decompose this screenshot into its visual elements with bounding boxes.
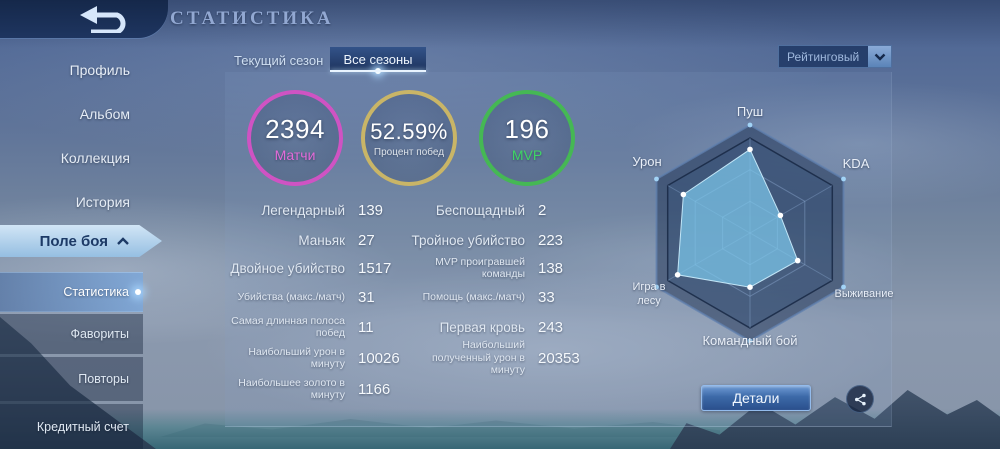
radar-axis-survival: Выживание: [834, 288, 894, 300]
tab-label: Все сезоны: [343, 52, 413, 67]
back-panel: [0, 0, 168, 38]
stat-row: Двойное убийство 1517: [225, 252, 535, 284]
matches-circle: 2394 Матчи: [247, 90, 343, 186]
radar-chart-svg: [654, 122, 846, 344]
stat-label: MVP проигравшей команды: [435, 255, 525, 280]
page-title: СТАТИСТИКА: [170, 8, 334, 29]
stat-label: Наибольший урон в минуту: [248, 345, 345, 370]
sidebar-item-label: Повторы: [78, 372, 129, 386]
stat-label: Двойное убийство: [230, 260, 345, 276]
sidebar-item-replays[interactable]: Повторы: [0, 357, 143, 401]
stat-label: Беспощадный: [435, 202, 525, 218]
stat-value: 139: [358, 201, 384, 219]
tab-label: Текущий сезон: [234, 52, 324, 68]
tab-current-season[interactable]: Текущий сезон: [234, 49, 323, 71]
stat-value: 2: [538, 201, 547, 219]
sidebar-item-label: Статистика: [63, 285, 129, 299]
chevron-down-icon: [868, 46, 891, 67]
share-button[interactable]: [846, 385, 874, 413]
stat-label: Помощь (макс./матч): [422, 290, 525, 303]
share-icon: [854, 393, 866, 405]
dropdown-value: Рейтинговый: [787, 49, 860, 64]
sidebar-item-collection[interactable]: Коллекция: [0, 144, 143, 172]
mvp-value: 196: [504, 113, 550, 144]
winrate-label: Процент побед: [373, 146, 445, 158]
stat-label: Первая кровь: [439, 319, 525, 335]
back-arrow-icon: [80, 6, 126, 35]
stat-row: Наибольший полученный урон в минуту 20353: [405, 339, 715, 377]
details-button[interactable]: Детали: [701, 385, 811, 411]
stat-label: Наибольший полученный урон в минуту: [431, 339, 525, 377]
matches-label: Матчи: [274, 146, 316, 163]
tab-all-seasons[interactable]: Все сезоны: [330, 47, 426, 74]
stat-value: 20353: [538, 349, 580, 367]
sidebar-item-album[interactable]: Альбом: [0, 100, 143, 128]
winrate-value: 52.59%: [370, 118, 448, 144]
sidebar-item-label: Поле боя: [39, 232, 108, 250]
stat-label: Маньяк: [298, 232, 345, 248]
stat-row: MVP проигравшей команды 138: [405, 252, 715, 284]
stat-row: Помощь (макс./матч) 33: [405, 281, 715, 313]
sidebar-item-favorites[interactable]: Фавориты: [0, 314, 143, 354]
sidebar-item-label: Альбом: [79, 106, 130, 122]
mode-filter-dropdown[interactable]: Рейтинговый: [778, 45, 892, 68]
stat-row: Маньяк 27: [225, 224, 535, 256]
stat-label: Самая длинная полоса побед: [231, 314, 345, 339]
winrate-circle: 52.59% Процент побед: [361, 90, 457, 186]
radar-axis-teamfight: Командный бой: [702, 333, 798, 348]
stat-value: 1517: [358, 259, 392, 277]
stat-value: 27: [358, 231, 375, 249]
matches-value: 2394: [265, 113, 325, 144]
stat-label: Тройное убийство: [411, 232, 525, 248]
radar-axis-push: Пуш: [736, 104, 764, 119]
active-tab-glow-dot: [375, 68, 381, 74]
stat-value: 11: [358, 318, 374, 336]
stat-row: Первая кровь 243: [405, 311, 715, 343]
stat-label: Легендарный: [261, 202, 345, 218]
radar-axis-jungle: Игра в лесу: [632, 281, 666, 307]
stat-value: 31: [358, 288, 375, 306]
stat-label: Убийства (макс./матч): [237, 290, 345, 303]
sidebar-item-battlefield[interactable]: Поле боя: [0, 225, 162, 257]
back-button[interactable]: [76, 5, 134, 35]
stat-row: Беспощадный 2: [405, 194, 715, 226]
sidebar-item-history[interactable]: История: [0, 188, 143, 216]
stat-value: 223: [538, 231, 564, 249]
stat-value: 33: [538, 288, 555, 306]
stat-label: Наибольшее золото в минуту: [238, 376, 345, 401]
sidebar-item-label: Профиль: [69, 62, 130, 78]
stat-row: Легендарный 139: [225, 194, 535, 226]
stat-row: Убийства (макс./матч) 31: [225, 281, 535, 313]
stat-row: Тройное убийство 223: [405, 224, 715, 256]
stat-value: 10026: [358, 349, 400, 367]
selected-indicator-dot: [135, 289, 141, 295]
sidebar-item-label: Фавориты: [70, 327, 129, 341]
sidebar-item-credit-score[interactable]: Кредитный счет: [0, 404, 143, 449]
sidebar-item-statistics[interactable]: Статистика: [0, 272, 143, 312]
stat-row: Самая длинная полоса побед 11: [225, 311, 535, 343]
stat-row: Наибольшее золото в минуту 1166: [225, 373, 535, 405]
radar-chart: [600, 83, 900, 383]
stat-value: 243: [538, 318, 564, 336]
sidebar-item-label: Кредитный счет: [36, 419, 129, 434]
sidebar-item-profile[interactable]: Профиль: [0, 56, 143, 84]
sidebar-item-label: Коллекция: [60, 150, 130, 166]
chevron-up-icon: [117, 236, 129, 245]
radar-axis-damage: Урон: [632, 154, 662, 169]
mvp-label: MVP: [511, 146, 543, 163]
stat-value: 1166: [358, 380, 391, 398]
stat-row: Наибольший урон в минуту 10026: [225, 342, 535, 374]
sidebar-item-label: История: [75, 194, 130, 210]
stat-value: 138: [538, 259, 564, 277]
radar-axis-kda: KDA: [842, 156, 870, 171]
mvp-circle: 196 MVP: [479, 90, 575, 186]
